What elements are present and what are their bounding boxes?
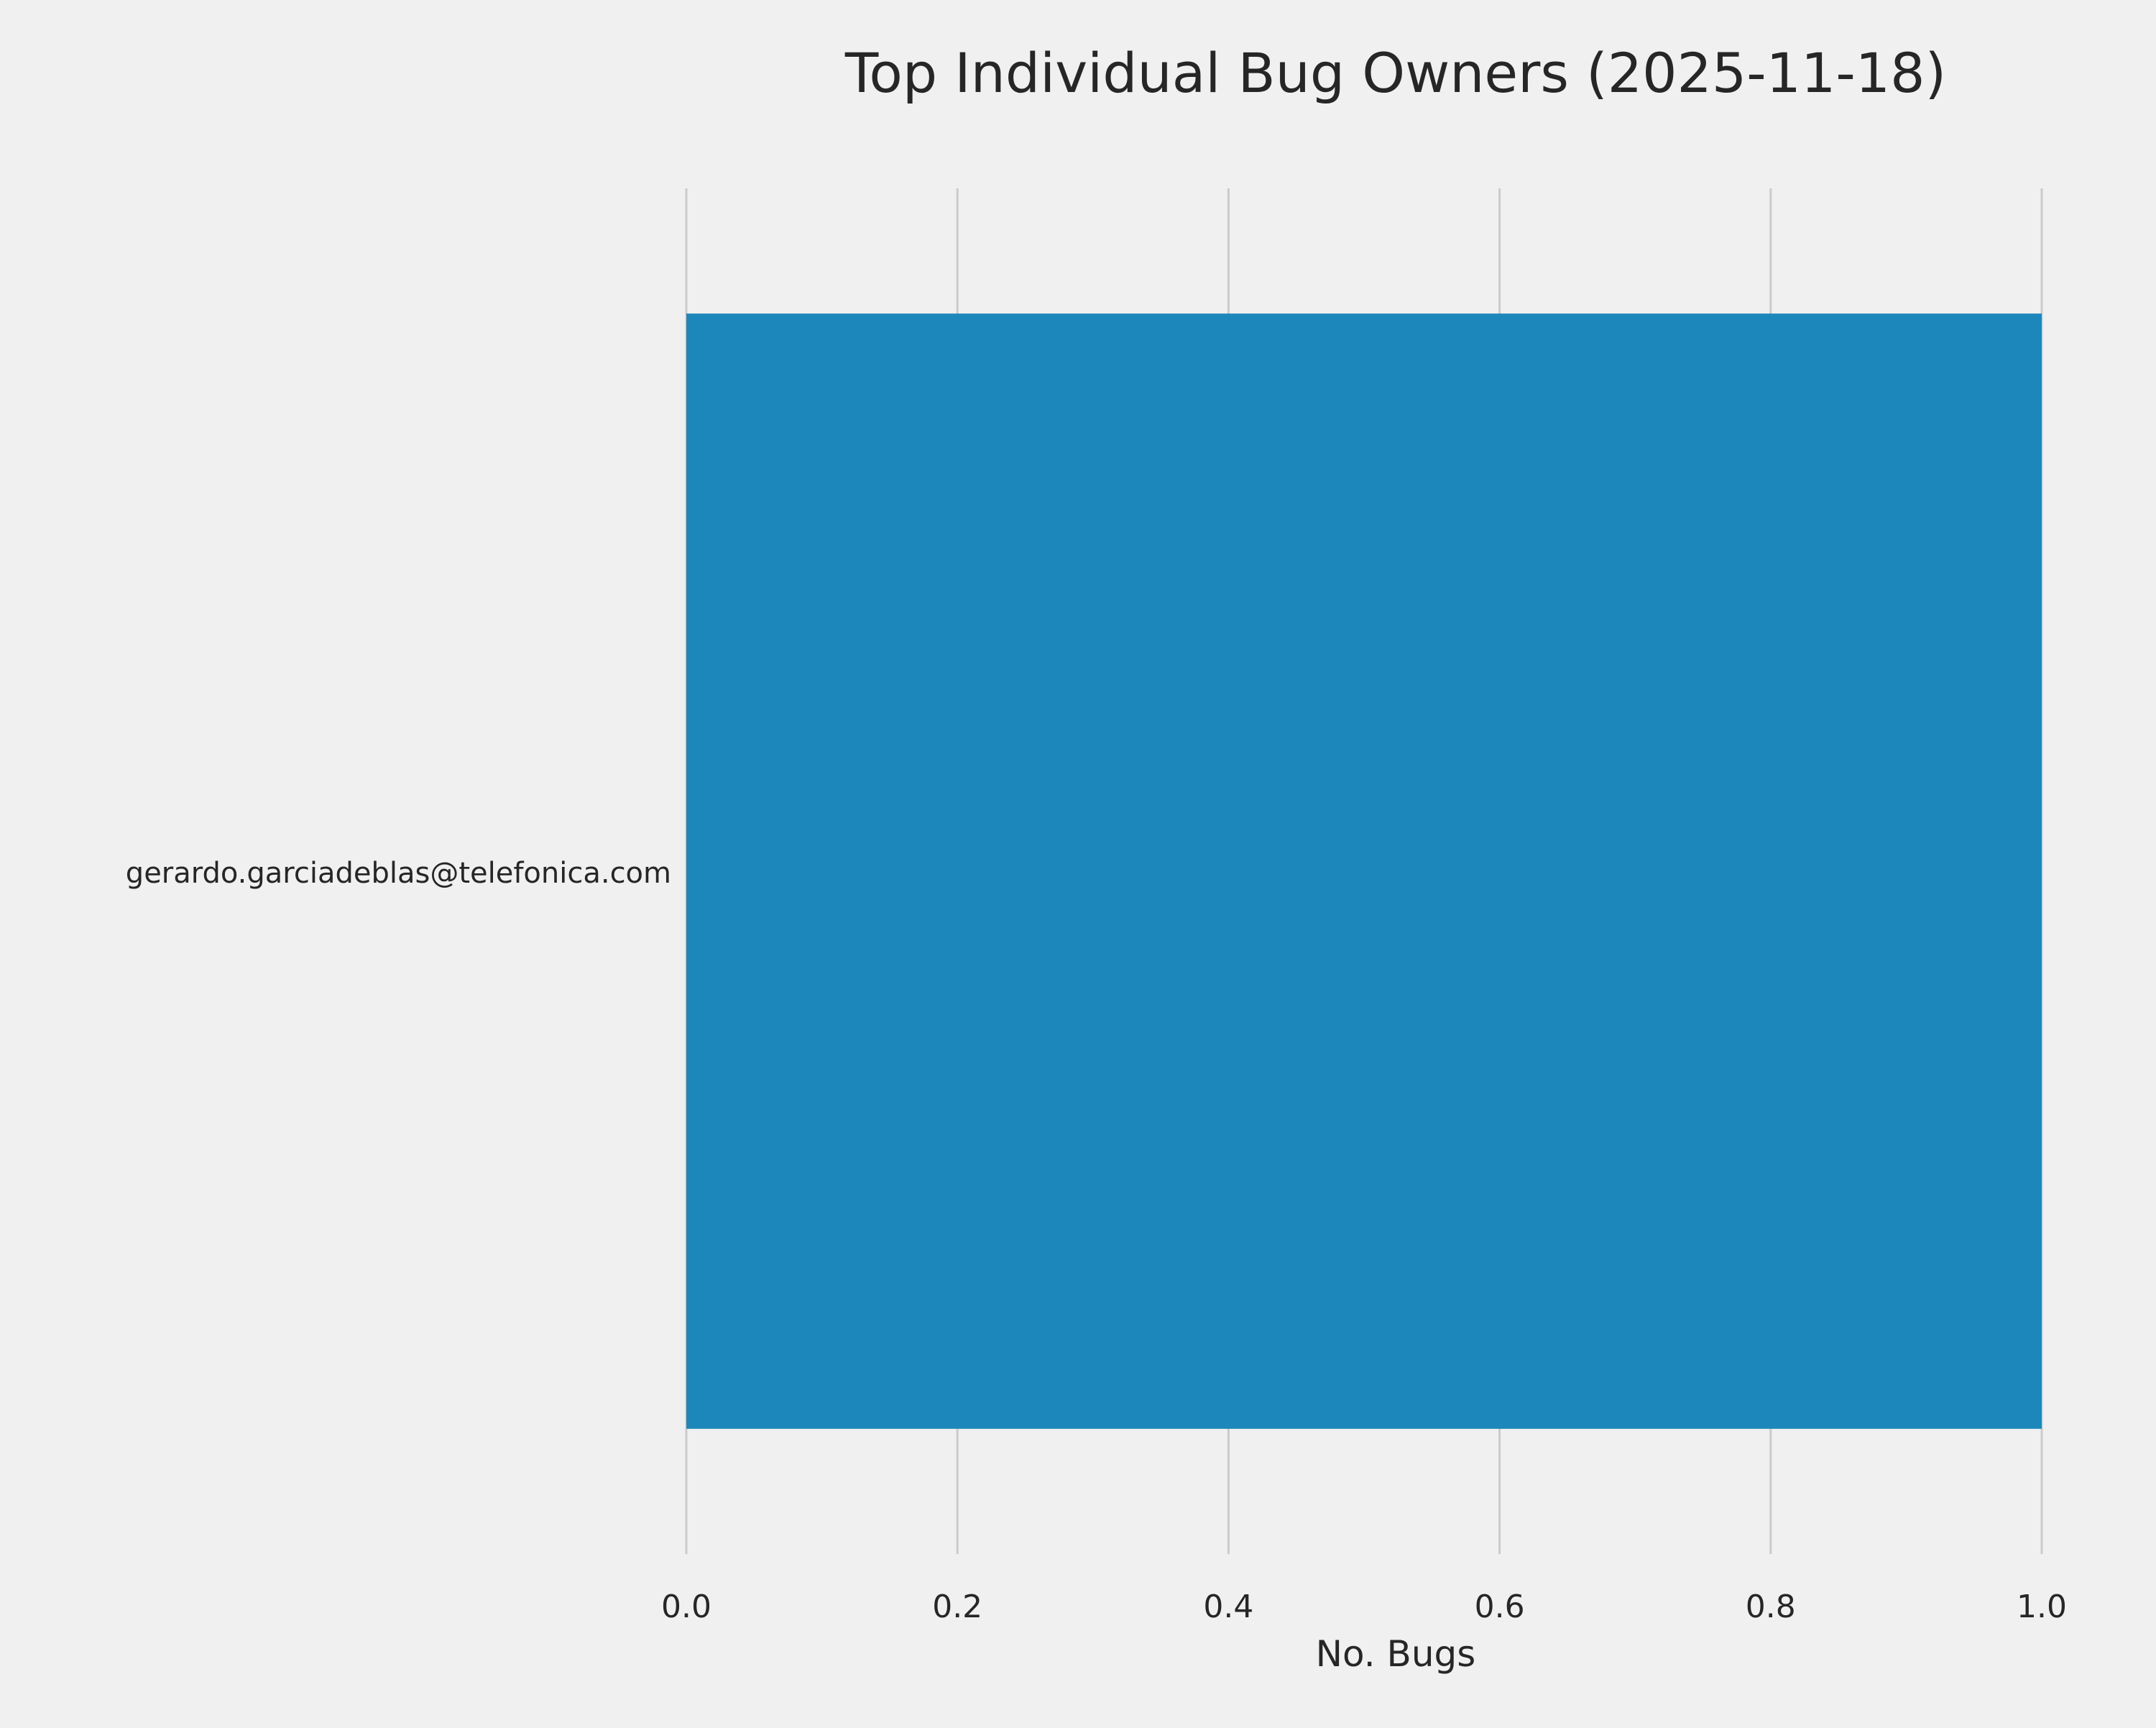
- x-tick-label: 0.4: [1203, 1589, 1253, 1625]
- x-axis-label: No. Bugs: [1316, 1633, 1476, 1675]
- bar: [686, 313, 2042, 1429]
- bars: [686, 313, 2042, 1429]
- x-tick-label: 0.6: [1475, 1589, 1525, 1625]
- y-category-label: gerardo.garciadeblas@telefonica.com: [126, 857, 671, 890]
- x-tick-label: 0.2: [932, 1589, 982, 1625]
- x-tick-label: 0.0: [661, 1589, 711, 1625]
- y-category-labels: gerardo.garciadeblas@telefonica.com: [126, 857, 671, 890]
- x-tick-label: 1.0: [2017, 1589, 2067, 1625]
- chart-title: Top Individual Bug Owners (2025-11-18): [844, 41, 1946, 105]
- x-tick-labels: 0.0 0.2 0.4 0.6 0.8 1.0: [661, 1589, 2067, 1625]
- x-tick-label: 0.8: [1746, 1589, 1796, 1625]
